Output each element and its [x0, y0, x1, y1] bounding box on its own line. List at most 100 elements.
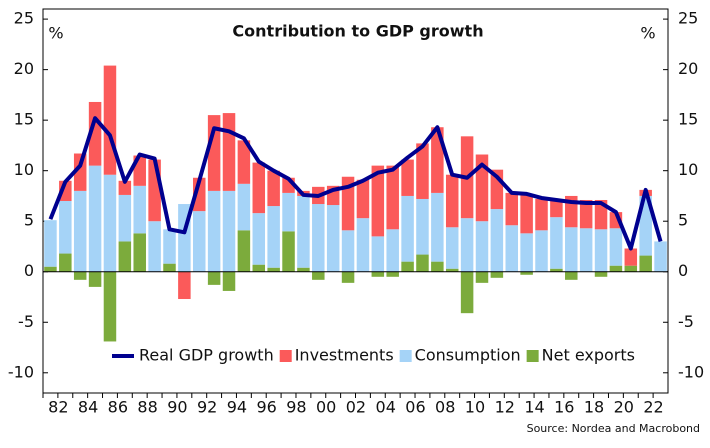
- bar: [237, 230, 251, 272]
- bar: [579, 199, 593, 229]
- bar: [505, 192, 518, 226]
- bar: [312, 204, 325, 272]
- x-tick-label: 10: [465, 398, 485, 417]
- x-tick-label: 12: [495, 398, 515, 417]
- y-tick-label: 25: [14, 9, 34, 28]
- bar: [178, 271, 191, 300]
- bar: [73, 190, 87, 272]
- bar: [401, 261, 414, 272]
- y-tick-label: 15: [14, 110, 34, 129]
- bar: [490, 271, 504, 278]
- bar: [163, 263, 176, 272]
- x-tick-label: 20: [614, 398, 634, 417]
- bar: [386, 229, 399, 272]
- y-tick-label: 20: [14, 59, 34, 78]
- bar: [624, 248, 638, 266]
- bar: [193, 211, 206, 272]
- x-tick-label: 06: [405, 398, 425, 417]
- bar: [44, 266, 57, 272]
- bar: [579, 228, 593, 272]
- bar: [535, 230, 548, 272]
- bar: [282, 231, 295, 272]
- source: Source: Nordea and Macrobond: [527, 422, 700, 435]
- bar: [460, 271, 474, 314]
- bar: [609, 265, 623, 272]
- bar: [88, 271, 102, 287]
- bar: [148, 159, 161, 222]
- bar: [267, 206, 280, 268]
- bar: [59, 201, 72, 254]
- bar: [148, 221, 161, 272]
- bar: [103, 174, 117, 272]
- y-tick-label: -10: [8, 362, 34, 381]
- y-unit: %: [48, 24, 63, 43]
- bar: [282, 192, 295, 232]
- bar: [609, 228, 623, 266]
- bar: [535, 198, 548, 231]
- bar: [73, 271, 87, 280]
- bar: [520, 233, 533, 272]
- bar: [252, 264, 266, 272]
- legend-swatch: [279, 350, 292, 362]
- x-tick-label: 82: [48, 398, 68, 417]
- bar: [594, 271, 608, 277]
- bar: [222, 271, 236, 291]
- x-tick-label: 94: [227, 398, 247, 417]
- bar: [326, 205, 340, 272]
- bar: [386, 271, 399, 277]
- bar: [118, 241, 132, 272]
- y2-tick-label: 25: [678, 9, 698, 28]
- bar: [103, 271, 117, 342]
- x-tick-label: 02: [346, 398, 366, 417]
- bar: [237, 183, 251, 231]
- y2-unit: %: [640, 24, 655, 43]
- bar: [401, 159, 414, 196]
- bar: [445, 174, 459, 228]
- bar: [594, 199, 608, 230]
- y2-tick-label: 0: [678, 261, 688, 280]
- bar: [416, 143, 429, 199]
- bar: [401, 195, 414, 262]
- x-tick-label: 22: [643, 398, 663, 417]
- y-tick-label: 10: [14, 160, 34, 179]
- legend-label: Real GDP growth: [139, 346, 274, 365]
- bar: [550, 217, 563, 269]
- bar: [297, 267, 310, 272]
- y2-tick-label: -10: [678, 362, 704, 381]
- bar: [252, 162, 266, 214]
- bar: [297, 195, 310, 268]
- bar: [490, 209, 504, 272]
- bar: [133, 185, 146, 234]
- bar: [341, 230, 355, 272]
- bar: [565, 227, 578, 272]
- bar: [133, 233, 146, 272]
- bar: [639, 195, 652, 256]
- bar: [565, 271, 578, 280]
- y-tick-label: 0: [24, 261, 34, 280]
- bar: [550, 268, 563, 272]
- x-tick-label: 90: [167, 398, 187, 417]
- bar: [312, 271, 325, 280]
- x-tick-label: 18: [584, 398, 604, 417]
- bar: [267, 170, 280, 207]
- y2-tick-label: -5: [678, 312, 694, 331]
- bar: [237, 140, 251, 184]
- x-tick-label: 00: [316, 398, 336, 417]
- bar: [163, 229, 176, 264]
- bar: [550, 199, 563, 218]
- y2-tick-label: 15: [678, 110, 698, 129]
- bar: [624, 265, 638, 272]
- y-tick-label: -5: [18, 312, 34, 331]
- bar: [460, 218, 474, 272]
- bar: [222, 113, 236, 191]
- bar: [386, 165, 399, 230]
- bar: [445, 268, 459, 272]
- chart-title: Contribution to GDP growth: [232, 22, 483, 41]
- bar: [475, 154, 489, 222]
- x-tick-label: 16: [554, 398, 574, 417]
- x-tick-label: 86: [108, 398, 128, 417]
- y2-tick-label: 20: [678, 59, 698, 78]
- legend-label: Investments: [295, 346, 394, 365]
- legend-swatch: [399, 350, 412, 362]
- bar: [371, 236, 385, 272]
